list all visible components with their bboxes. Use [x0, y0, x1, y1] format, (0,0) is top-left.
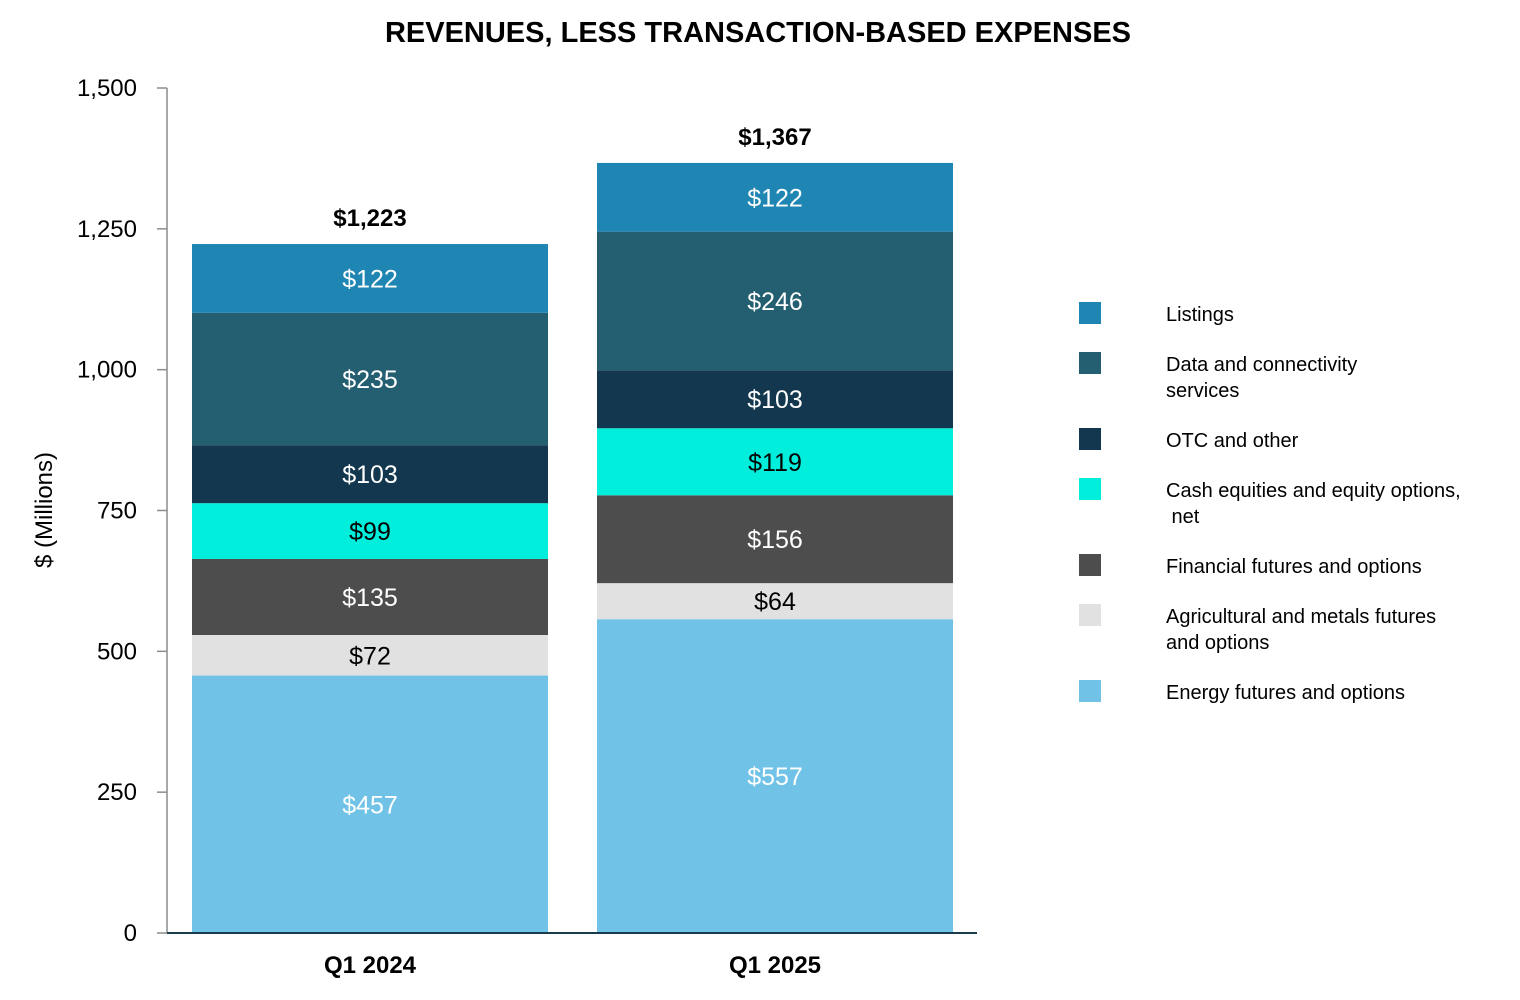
bar-value-label: $103	[747, 386, 803, 414]
axes: 0 250 500 750 1,000 1,250 1,500	[77, 75, 168, 947]
legend-swatch	[1079, 428, 1101, 450]
legend-swatch	[1079, 554, 1101, 576]
legend-label-line: Financial futures and options	[1166, 556, 1422, 578]
y-tick-label: 1,250	[77, 216, 137, 243]
y-tick-label: 1,500	[77, 75, 137, 102]
bar-total-label: $1,223	[333, 205, 406, 232]
bar-value-label: $246	[747, 288, 803, 316]
legend-label-line: Cash equities and equity options,	[1166, 480, 1461, 502]
legend-swatch	[1079, 478, 1101, 500]
legend-label: Data and connectivity services	[1166, 354, 1357, 402]
bar-segment	[597, 619, 953, 933]
bar-segment	[192, 675, 548, 933]
bar-segment	[597, 495, 953, 584]
bar-value-label: $99	[349, 518, 391, 546]
legend-label-line: Data and connectivity	[1166, 354, 1357, 376]
bar-segment	[192, 445, 548, 504]
bar-value-label: $457	[342, 791, 398, 819]
bar-total-label: $1,367	[738, 124, 811, 151]
bar-value-label: $103	[342, 461, 398, 489]
legend-label: OTC and other	[1166, 430, 1299, 452]
legend-swatch	[1079, 302, 1101, 324]
y-tick-label: 750	[97, 498, 137, 525]
legend-swatch	[1079, 680, 1101, 702]
bar-segment	[192, 244, 548, 313]
legend-label-line: services	[1166, 380, 1239, 402]
bar-segment	[597, 231, 953, 371]
y-tick-label: 500	[97, 638, 137, 665]
labels-group: $457 $72 $135 $99 $103 $235 $122 $1,223 Q1 2024 $…	[167, 124, 977, 979]
bar-segment	[597, 162, 953, 232]
bar-segment	[192, 503, 548, 559]
legend-label-line: net	[1166, 506, 1200, 528]
bars-group	[192, 162, 953, 933]
bar-value-label: $72	[349, 642, 391, 670]
legend: Listings Data and connectivity services OTC…	[1079, 302, 1461, 704]
legend-label: Agricultural and metals futures and optio…	[1166, 606, 1436, 654]
bar-segment	[597, 428, 953, 496]
bar-segment	[192, 312, 548, 446]
legend-label: Listings	[1166, 304, 1234, 326]
bar-value-label: $122	[342, 265, 398, 293]
legend-label: Financial futures and options	[1166, 556, 1422, 578]
x-tick-label: Q1 2025	[729, 952, 821, 979]
y-tick-label: 1,000	[77, 357, 137, 384]
legend-swatch	[1079, 604, 1101, 626]
bar-segment	[597, 583, 953, 620]
legend-label-line: and options	[1166, 632, 1269, 654]
y-tick-label: 0	[124, 920, 137, 947]
bar-value-label: $156	[747, 526, 803, 554]
legend-label-line: OTC and other	[1166, 430, 1299, 452]
bar-value-label: $119	[748, 449, 802, 477]
legend-label: Energy futures and options	[1166, 682, 1405, 704]
bar-segment	[192, 634, 548, 676]
bar-segment	[597, 370, 953, 429]
legend-label-line: Listings	[1166, 304, 1234, 326]
legend-label: Cash equities and equity options, net	[1166, 480, 1461, 528]
bar-value-label: $64	[754, 588, 796, 616]
legend-label-line: Agricultural and metals futures	[1166, 606, 1436, 628]
x-tick-label: Q1 2024	[324, 952, 417, 979]
bar-value-label: $122	[747, 184, 803, 212]
bar-value-label: $235	[342, 366, 398, 394]
bar-segment	[192, 558, 548, 635]
y-tick-label: 250	[97, 779, 137, 806]
bar-value-label: $135	[342, 584, 398, 612]
bar-value-label: $557	[747, 763, 803, 791]
chart-title: REVENUES, LESS TRANSACTION-BASED EXPENSE…	[385, 17, 1131, 49]
legend-swatch	[1079, 352, 1101, 374]
y-axis-label: $ (Millions)	[31, 452, 58, 568]
legend-label-line: Energy futures and options	[1166, 682, 1405, 704]
